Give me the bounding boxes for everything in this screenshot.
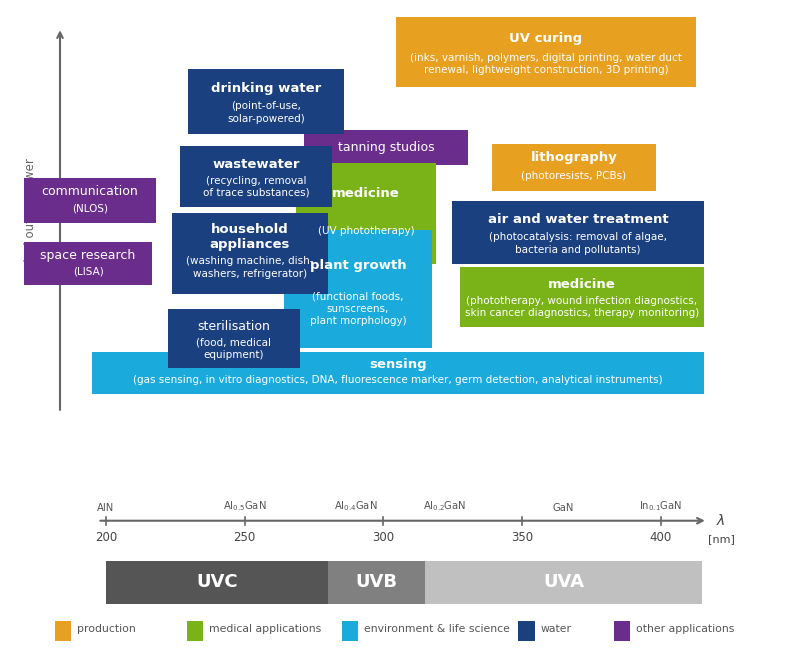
Text: 350: 350	[511, 531, 533, 544]
Text: 250: 250	[234, 531, 256, 544]
Text: AlN: AlN	[98, 503, 114, 513]
FancyBboxPatch shape	[284, 231, 432, 348]
FancyBboxPatch shape	[24, 242, 152, 285]
Text: UVB: UVB	[355, 573, 398, 591]
FancyBboxPatch shape	[460, 267, 704, 327]
FancyBboxPatch shape	[172, 214, 328, 294]
Text: (point-of-use,
solar-powered): (point-of-use, solar-powered)	[227, 102, 305, 124]
Text: production: production	[77, 624, 135, 635]
Text: $\lambda$: $\lambda$	[716, 514, 726, 528]
Text: tanning studios: tanning studios	[338, 141, 434, 154]
Text: water: water	[541, 624, 571, 635]
FancyBboxPatch shape	[342, 620, 358, 641]
FancyBboxPatch shape	[296, 162, 436, 265]
Text: (phototherapy, wound infection diagnostics,
skin cancer diagnostics, therapy mon: (phototherapy, wound infection diagnosti…	[465, 296, 699, 318]
Text: (LISA): (LISA)	[73, 266, 103, 276]
Text: wastewater: wastewater	[212, 157, 300, 170]
Text: optical output power: optical output power	[24, 159, 37, 282]
Text: 400: 400	[650, 531, 672, 544]
Text: In$_{0.1}$GaN: In$_{0.1}$GaN	[639, 499, 682, 513]
Text: (functional foods,
sunscreens,
plant morphology): (functional foods, sunscreens, plant mor…	[310, 291, 406, 326]
Bar	[328, 561, 425, 603]
Text: (photoresists, PCBs): (photoresists, PCBs)	[522, 170, 626, 181]
Text: medicine: medicine	[548, 278, 616, 291]
Text: sterilisation: sterilisation	[198, 320, 270, 333]
Text: environment & life science: environment & life science	[364, 624, 510, 635]
Text: communication: communication	[42, 185, 138, 198]
FancyBboxPatch shape	[168, 309, 300, 369]
Text: medicine: medicine	[332, 187, 400, 200]
FancyBboxPatch shape	[518, 620, 534, 641]
FancyBboxPatch shape	[180, 145, 332, 207]
Text: Al$_{0.2}$GaN: Al$_{0.2}$GaN	[422, 499, 466, 513]
Text: air and water treatment: air and water treatment	[488, 214, 668, 227]
Text: (food, medical
equipment): (food, medical equipment)	[197, 337, 271, 360]
Text: drinking water: drinking water	[211, 82, 321, 95]
Text: (NLOS): (NLOS)	[72, 203, 108, 213]
FancyBboxPatch shape	[92, 352, 704, 394]
Text: 200: 200	[94, 531, 117, 544]
FancyBboxPatch shape	[396, 17, 696, 87]
FancyBboxPatch shape	[24, 178, 156, 223]
Text: Al$_{0.5}$GaN: Al$_{0.5}$GaN	[222, 499, 266, 513]
Text: plant growth: plant growth	[310, 259, 406, 272]
Text: 300: 300	[372, 531, 394, 544]
Text: (photocatalysis: removal of algae,
bacteria and pollutants): (photocatalysis: removal of algae, bacte…	[489, 232, 667, 255]
Text: (UV phototherapy): (UV phototherapy)	[318, 226, 414, 236]
Text: sensing: sensing	[369, 358, 427, 371]
Text: medical applications: medical applications	[210, 624, 322, 635]
Text: (washing machine, dish-
washers, refrigerator): (washing machine, dish- washers, refrige…	[186, 256, 314, 278]
FancyBboxPatch shape	[187, 620, 203, 641]
FancyBboxPatch shape	[304, 130, 468, 165]
FancyBboxPatch shape	[614, 620, 630, 641]
Text: space research: space research	[40, 249, 136, 262]
Text: (gas sensing, in vitro diagnostics, DNA, fluorescence marker, germ detection, an: (gas sensing, in vitro diagnostics, DNA,…	[133, 375, 663, 385]
FancyBboxPatch shape	[188, 69, 344, 134]
Text: (inks, varnish, polymers, digital printing, water duct
renewal, lightweight cons: (inks, varnish, polymers, digital printi…	[410, 53, 682, 75]
Bar	[106, 561, 328, 603]
Text: other applications: other applications	[636, 624, 734, 635]
FancyBboxPatch shape	[492, 143, 656, 191]
Text: [nm]: [nm]	[708, 534, 735, 544]
Text: UVC: UVC	[196, 573, 238, 591]
Bar	[425, 561, 702, 603]
Text: (recycling, removal
of trace substances): (recycling, removal of trace substances)	[202, 176, 310, 198]
FancyBboxPatch shape	[54, 620, 71, 641]
Text: UV curing: UV curing	[510, 31, 582, 45]
Text: GaN: GaN	[553, 503, 574, 513]
Text: lithography: lithography	[530, 151, 618, 164]
Text: household
appliances: household appliances	[210, 223, 290, 252]
Text: Al$_{0.4}$GaN: Al$_{0.4}$GaN	[334, 499, 378, 513]
FancyBboxPatch shape	[452, 201, 704, 265]
Text: UVA: UVA	[543, 573, 584, 591]
